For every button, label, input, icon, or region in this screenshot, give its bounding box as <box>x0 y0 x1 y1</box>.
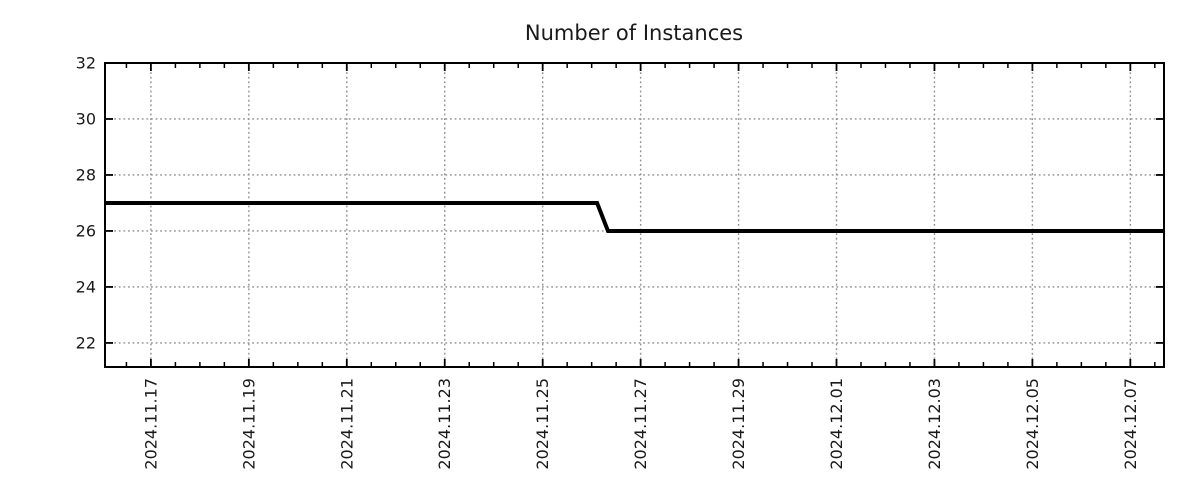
x-tick-label: 2024.12.03 <box>925 378 944 470</box>
x-tick-label: 2024.12.07 <box>1121 378 1140 470</box>
x-tick-label: 2024.11.17 <box>141 378 160 470</box>
x-tick-label: 2024.11.23 <box>435 378 454 470</box>
x-tick-label: 2024.12.05 <box>1023 378 1042 470</box>
y-tick-label: 26 <box>76 221 96 240</box>
grid-layer <box>105 62 1164 367</box>
x-tick-label: 2024.11.19 <box>239 378 258 470</box>
series-layer <box>105 201 1164 233</box>
axis-label-layer: 22 24 26 28 30 32 2024.11.17 2024.11.19 2024.11.… <box>76 54 1140 470</box>
y-tick-label: 28 <box>76 165 96 184</box>
x-tick-label: 2024.11.21 <box>337 378 356 470</box>
x-tick-label: 2024.11.29 <box>729 378 748 470</box>
tick-layer <box>105 62 1164 367</box>
y-tick-label: 22 <box>76 333 96 352</box>
x-tick-label: 2024.11.25 <box>533 378 552 470</box>
y-tick-label: 24 <box>76 277 96 296</box>
x-tick-label: 2024.12.01 <box>827 378 846 470</box>
plot-border <box>104 62 1165 368</box>
chart-title: Number of Instances <box>525 21 743 45</box>
series-line <box>105 201 1164 233</box>
y-tick-label: 32 <box>76 54 96 73</box>
y-tick-label: 30 <box>76 109 96 128</box>
x-tick-label: 2024.11.27 <box>631 378 650 470</box>
